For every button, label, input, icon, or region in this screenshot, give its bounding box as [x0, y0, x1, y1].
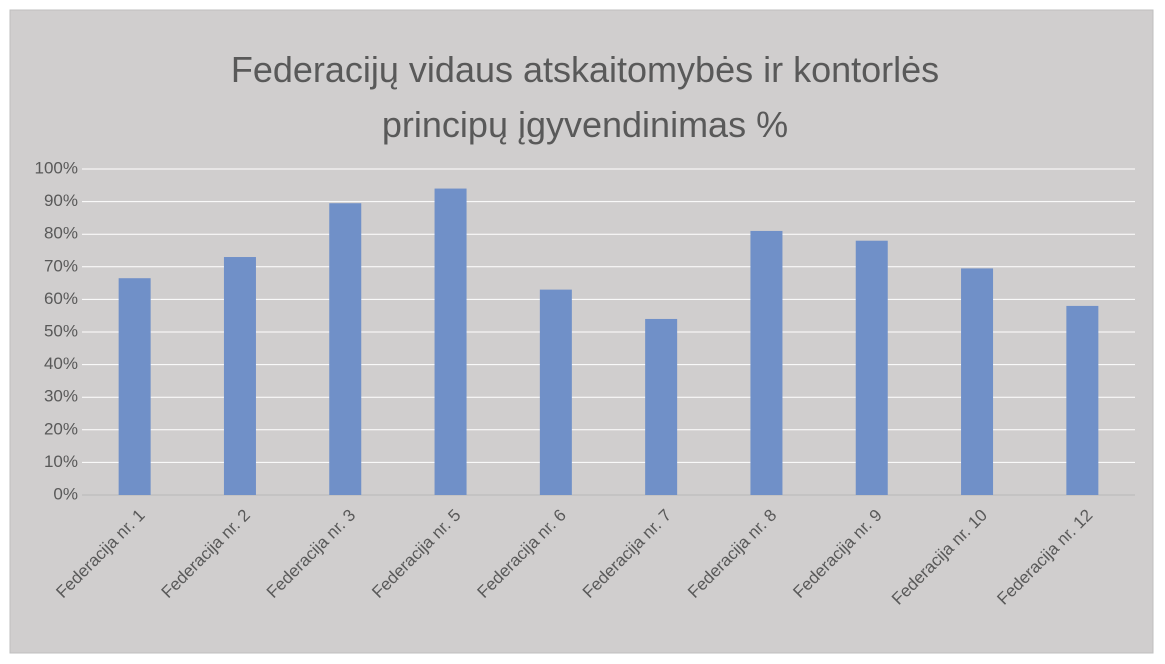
bar: [961, 268, 994, 495]
bar: [118, 278, 151, 495]
chart-title: Federacijų vidaus atskaitomybės ir konto…: [230, 49, 940, 145]
y-tick-label: 90%: [44, 191, 78, 210]
bar: [223, 257, 256, 495]
y-tick-label: 50%: [44, 321, 78, 340]
bar: [539, 289, 572, 495]
y-tick-label: 80%: [44, 224, 78, 243]
y-tick-label: 0%: [53, 484, 78, 503]
bar: [855, 240, 888, 495]
bar: [1066, 305, 1099, 495]
y-tick-label: 10%: [44, 452, 78, 471]
y-tick-label: 60%: [44, 289, 78, 308]
y-tick-label: 70%: [44, 256, 78, 275]
bar: [434, 188, 467, 495]
y-tick-label: 40%: [44, 354, 78, 373]
bar: [750, 230, 783, 495]
bar: [645, 318, 678, 495]
bar: [329, 203, 362, 496]
y-tick-label: 20%: [44, 419, 78, 438]
y-tick-label: 100%: [35, 158, 78, 177]
y-tick-label: 30%: [44, 387, 78, 406]
